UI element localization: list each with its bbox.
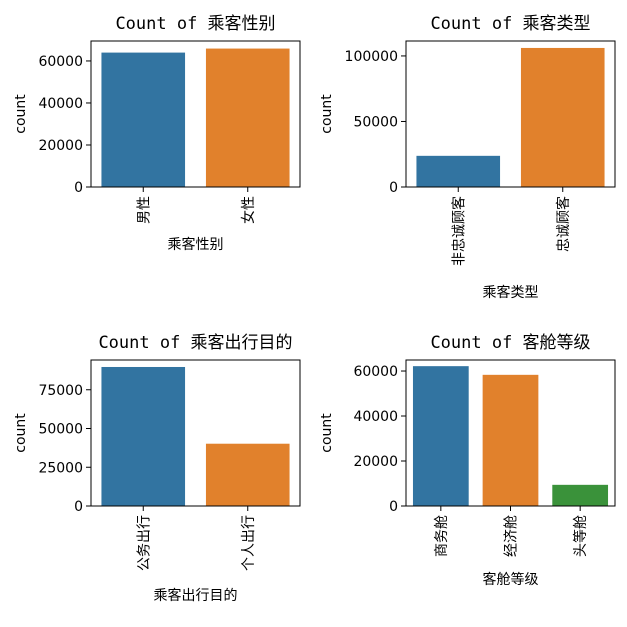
- chart-title: Count of 乘客类型: [430, 14, 590, 34]
- chart-title: Count of 客舱等级: [430, 333, 590, 353]
- bar: [205, 443, 290, 506]
- x-axis-label: 乘客出行目的: [154, 587, 238, 604]
- bar: [416, 155, 501, 187]
- y-tick-label: 0: [389, 180, 398, 196]
- axes-frame: [405, 359, 616, 507]
- bar: [101, 52, 186, 187]
- x-axis-label: 乘客类型: [483, 284, 539, 301]
- x-tick-label: 商务舱: [434, 515, 450, 557]
- x-tick-label: 个人出行: [241, 515, 257, 571]
- x-tick-label: 女性: [240, 196, 257, 224]
- y-tick-label: 50000: [353, 114, 398, 130]
- y-tick-label: 50000: [38, 422, 83, 438]
- y-tick-label: 40000: [38, 96, 83, 112]
- axes-frame: [90, 40, 301, 188]
- y-tick-label: 20000: [38, 138, 83, 154]
- x-tick-label: 男性: [136, 196, 152, 224]
- x-tick-label: 忠诚顾客: [555, 196, 572, 252]
- x-tick-label: 非忠诚顾客: [450, 196, 467, 266]
- y-tick-label: 75000: [38, 383, 83, 399]
- chart-title: Count of 乘客出行目的: [98, 333, 292, 353]
- bar: [552, 484, 609, 506]
- y-axis-label: count: [319, 94, 335, 134]
- y-axis-label: count: [319, 413, 335, 453]
- bar: [520, 47, 605, 188]
- y-tick-label: 0: [74, 180, 83, 196]
- axes-frame: [90, 359, 301, 507]
- y-axis-label: count: [13, 94, 29, 134]
- y-tick-label: 60000: [38, 54, 83, 70]
- x-axis-label: 客舱等级: [483, 571, 539, 588]
- y-tick-label: 100000: [345, 49, 398, 65]
- x-tick-label: 头等舱: [572, 515, 589, 557]
- x-tick-label: 经济舱: [504, 515, 520, 557]
- y-tick-label: 0: [389, 499, 398, 515]
- bar: [482, 374, 539, 506]
- bar: [412, 366, 469, 506]
- y-tick-label: 0: [74, 499, 83, 515]
- y-axis-label: count: [13, 413, 29, 453]
- x-axis-label: 乘客性别: [168, 236, 224, 253]
- y-tick-label: 60000: [353, 364, 398, 380]
- y-tick-label: 20000: [353, 454, 398, 470]
- y-tick-label: 40000: [353, 409, 398, 425]
- bar: [205, 48, 290, 187]
- x-tick-label: 公务出行: [136, 515, 152, 571]
- bar: [101, 366, 186, 506]
- y-tick-label: 25000: [38, 460, 83, 476]
- chart-title: Count of 乘客性别: [115, 14, 275, 34]
- axes-frame: [405, 40, 616, 188]
